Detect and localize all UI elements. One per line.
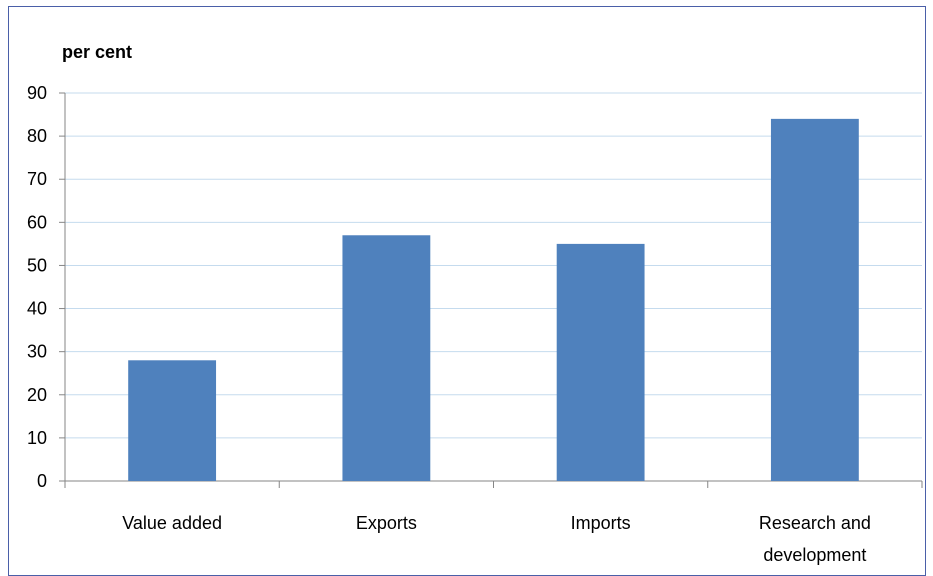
y-tick-label: 60 <box>27 212 47 232</box>
y-tick-label: 50 <box>27 255 47 275</box>
bar <box>770 118 859 481</box>
y-tick-label: 40 <box>27 299 47 319</box>
y-tick-label: 0 <box>37 471 47 491</box>
y-tick-label: 20 <box>27 385 47 405</box>
bar <box>342 235 431 481</box>
bar <box>128 360 217 481</box>
y-tick-label: 30 <box>27 342 47 362</box>
y-tick-label: 10 <box>27 428 47 448</box>
y-tick-label: 70 <box>27 169 47 189</box>
y-tick-label: 90 <box>27 83 47 103</box>
x-category-label: Exports <box>356 513 417 533</box>
y-axis-title: per cent <box>62 42 133 62</box>
y-tick-label: 80 <box>27 126 47 146</box>
bar <box>556 243 645 481</box>
x-category-label: Value added <box>122 513 222 533</box>
x-category-label: Imports <box>571 513 631 533</box>
x-category-label: Research and development <box>759 513 871 565</box>
